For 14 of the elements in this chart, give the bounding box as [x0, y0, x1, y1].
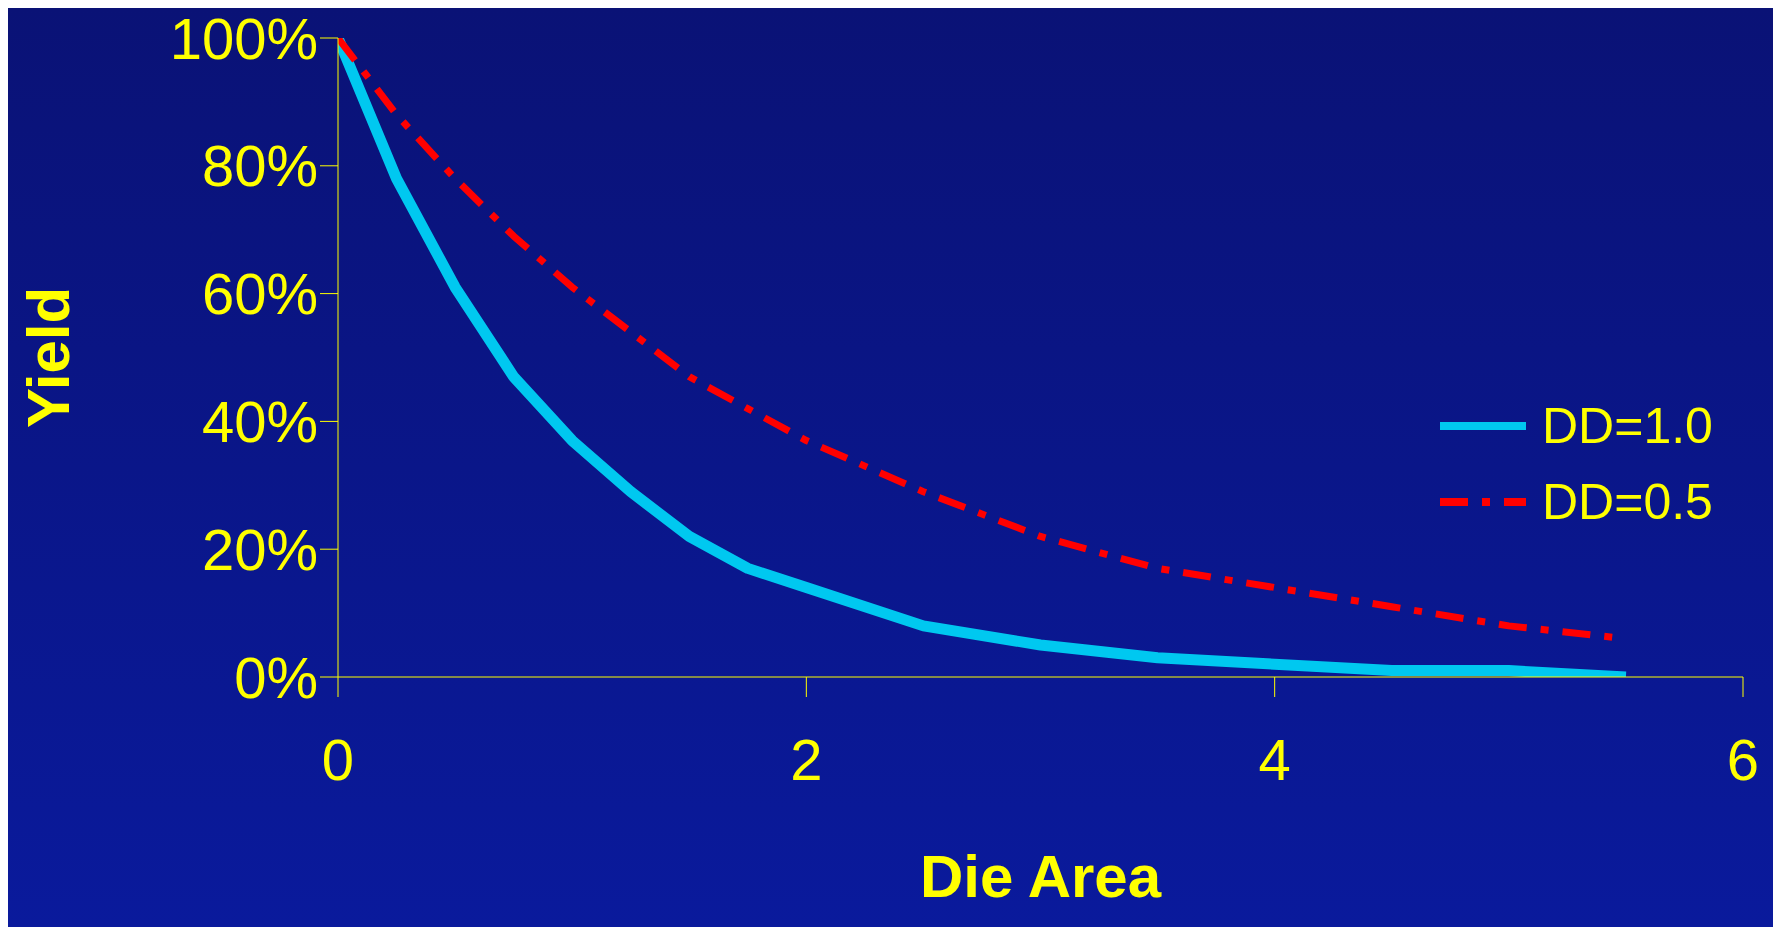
x-tick-label: 0 — [321, 727, 355, 793]
y-tick-label: 100% — [169, 5, 318, 71]
x-axis-title: Die Area — [919, 843, 1162, 910]
y-tick-label: 40% — [201, 388, 318, 454]
y-tick-label: 80% — [201, 133, 318, 199]
x-tick-label: 4 — [1258, 727, 1291, 793]
y-tick-label: 0% — [234, 644, 318, 710]
y-axis-title: Yield — [15, 286, 83, 429]
y-tick-label: 60% — [201, 261, 318, 327]
y-tick-label: 20% — [201, 516, 318, 582]
x-tick-label: 2 — [790, 727, 823, 793]
legend-label: DD=0.5 — [1542, 473, 1713, 531]
x-tick-label: 6 — [1726, 727, 1760, 793]
legend-label: DD=1.0 — [1542, 397, 1713, 455]
